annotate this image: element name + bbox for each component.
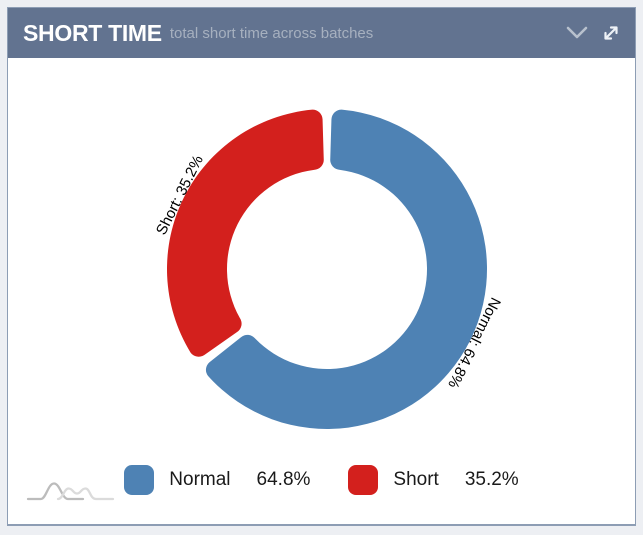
legend-marker-short[interactable]: [348, 465, 379, 495]
amcharts-logo[interactable]: [25, 476, 117, 511]
legend-marker-normal[interactable]: [124, 465, 155, 495]
short-time-panel: SHORT TIME total short time across batch…: [7, 7, 636, 526]
chart-area: Normal: 64.8% Short: 35.2% Normal 64.8% S…: [8, 58, 635, 524]
header-icons: [565, 21, 623, 45]
donut-chart: Normal: 64.8%Short: 35.2%: [153, 109, 504, 430]
legend-label: Normal: [169, 469, 231, 490]
slice-short[interactable]: [167, 109, 324, 357]
legend-item-normal[interactable]: Normal 64.8%: [124, 465, 310, 495]
chart-legend: Normal 64.8% Short 35.2%: [8, 465, 635, 495]
legend-item-short[interactable]: Short 35.2%: [348, 465, 519, 495]
panel-header: SHORT TIME total short time across batch…: [8, 8, 635, 58]
slice-normal[interactable]: [205, 109, 488, 430]
legend-value: 35.2%: [464, 469, 519, 490]
legend-label: Short: [393, 469, 439, 490]
chevron-down-icon[interactable]: [565, 21, 589, 45]
panel-title: SHORT TIME: [23, 19, 162, 46]
legend-value: 64.8%: [256, 469, 311, 490]
expand-arrows-icon[interactable]: [599, 21, 623, 45]
panel-subtitle: total short time across batches: [169, 24, 374, 42]
